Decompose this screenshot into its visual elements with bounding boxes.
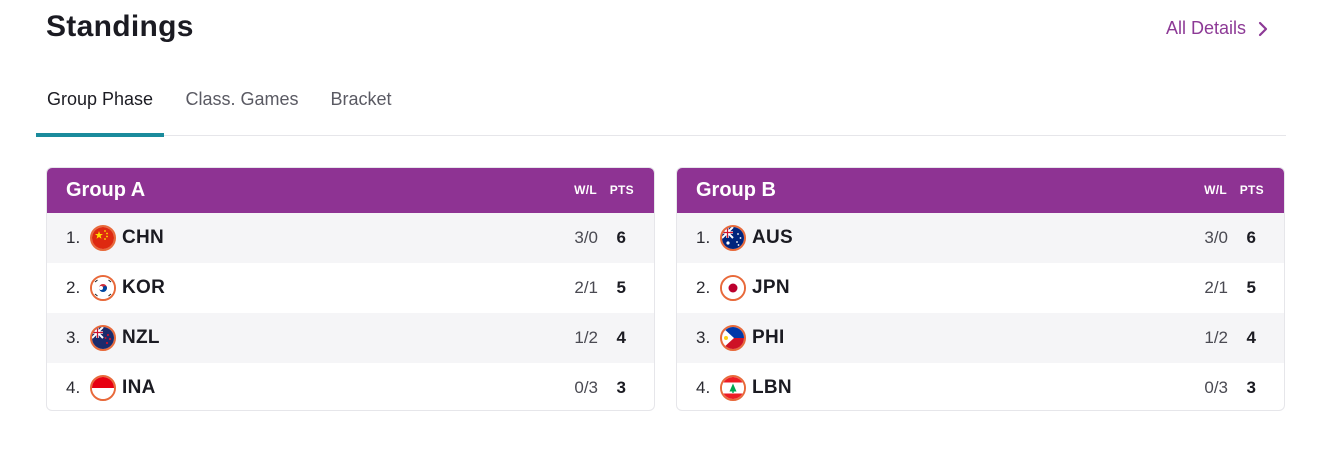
table-row[interactable]: 4. LBN 0/3 3 xyxy=(677,363,1284,410)
points: 6 xyxy=(616,228,626,247)
all-details-label: All Details xyxy=(1166,18,1247,38)
points: 3 xyxy=(616,378,626,397)
column-header-wl: W/L xyxy=(1204,183,1227,197)
team-code: KOR xyxy=(122,277,166,298)
win-loss: 1/2 xyxy=(1204,328,1228,347)
japan-flag-icon xyxy=(720,275,746,301)
column-header-pts: PTS xyxy=(609,183,634,197)
china-flag-icon xyxy=(90,225,116,251)
australia-flag-icon xyxy=(720,225,746,251)
lebanon-flag-icon xyxy=(720,375,746,401)
philippines-flag-icon xyxy=(720,325,746,351)
table-row[interactable]: 1. AUS 3/0 6 xyxy=(677,213,1284,263)
win-loss: 3/0 xyxy=(1204,228,1228,247)
table-row[interactable]: 3. PHI 1/2 4 xyxy=(677,313,1284,363)
points: 6 xyxy=(1246,228,1256,247)
tab-bracket[interactable]: Bracket xyxy=(330,89,392,109)
table-row[interactable]: 2. JPN 2/1 5 xyxy=(677,263,1284,313)
table-row[interactable]: 1. CHN 3/0 6 xyxy=(47,213,654,263)
group-title: Group B xyxy=(696,179,776,201)
rank: 2. xyxy=(66,278,81,297)
win-loss: 2/1 xyxy=(1204,278,1228,297)
group-title: Group A xyxy=(66,179,146,201)
rank: 4. xyxy=(66,378,81,397)
all-details-link[interactable]: All Details xyxy=(1166,18,1268,39)
team-code: PHI xyxy=(752,327,785,348)
group-header: Group B W/L PTS xyxy=(677,168,1284,213)
win-loss: 3/0 xyxy=(574,228,598,247)
points: 4 xyxy=(1246,328,1256,347)
team-code: INA xyxy=(122,377,156,398)
rank: 3. xyxy=(696,328,711,347)
team-code: CHN xyxy=(122,227,165,248)
team-code: AUS xyxy=(752,227,794,248)
rank: 1. xyxy=(696,228,711,247)
rank: 2. xyxy=(696,278,711,297)
standings-rows: 1. CHN 3/0 6 2. KOR 2/1 5 3. xyxy=(47,213,654,410)
chevron-right-icon xyxy=(1258,21,1268,36)
column-header-pts: PTS xyxy=(1239,183,1264,197)
win-loss: 1/2 xyxy=(574,328,598,347)
points: 3 xyxy=(1246,378,1256,397)
column-header-wl: W/L xyxy=(574,183,597,197)
group-b-table: Group B W/L PTS 1. AUS 3/0 6 2. JPN 2/1 xyxy=(676,167,1285,411)
korea-flag-icon xyxy=(90,275,116,301)
team-code: LBN xyxy=(752,377,792,398)
tab-bar: Group Phase Class. Games Bracket xyxy=(36,72,1286,137)
win-loss: 2/1 xyxy=(574,278,598,297)
table-row[interactable]: 3. NZL 1/2 4 xyxy=(47,313,654,363)
group-header: Group A W/L PTS xyxy=(47,168,654,213)
page-title: Standings xyxy=(46,10,194,43)
rank: 4. xyxy=(696,378,711,397)
points: 4 xyxy=(616,328,626,347)
tab-group-phase[interactable]: Group Phase xyxy=(36,72,164,137)
points: 5 xyxy=(616,278,626,297)
team-code: NZL xyxy=(122,327,160,348)
tab-class-games[interactable]: Class. Games xyxy=(185,89,299,109)
group-a-table: Group A W/L PTS 1. CHN 3/0 6 2. KOR 2/1 xyxy=(46,167,655,411)
indonesia-flag-icon xyxy=(90,375,116,401)
win-loss: 0/3 xyxy=(574,378,598,397)
table-row[interactable]: 2. KOR 2/1 5 xyxy=(47,263,654,313)
standings-rows: 1. AUS 3/0 6 2. JPN 2/1 5 3. xyxy=(677,213,1284,410)
rank: 3. xyxy=(66,328,81,347)
rank: 1. xyxy=(66,228,81,247)
win-loss: 0/3 xyxy=(1204,378,1228,397)
team-code: JPN xyxy=(752,277,790,298)
table-row[interactable]: 4. INA 0/3 3 xyxy=(47,363,654,410)
new-zealand-flag-icon xyxy=(90,325,116,351)
points: 5 xyxy=(1246,278,1256,297)
